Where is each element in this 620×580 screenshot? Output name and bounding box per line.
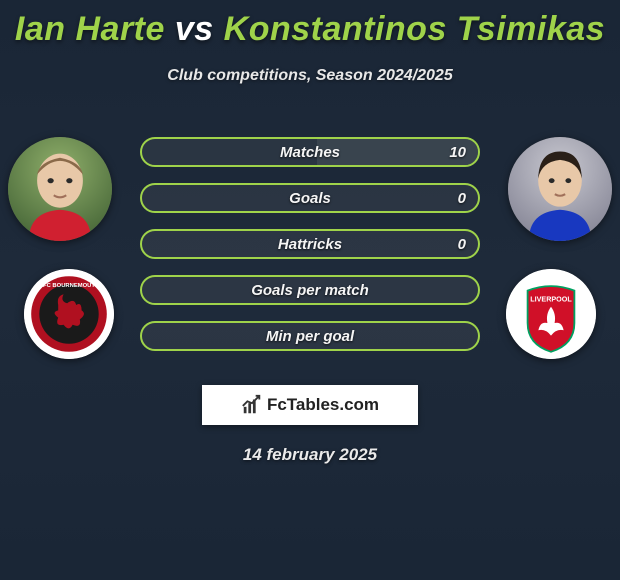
branding-badge: FcTables.com bbox=[202, 385, 418, 425]
player1-club-badge: AFC BOURNEMOUTH bbox=[24, 269, 114, 359]
stat-value-right: 0 bbox=[458, 231, 466, 257]
stat-bar: Goals0 bbox=[140, 183, 480, 213]
subtitle: Club competitions, Season 2024/2025 bbox=[0, 67, 620, 85]
comparison-content: AFC BOURNEMOUTH LIVERPOOL Matches10 Goals… bbox=[0, 117, 620, 377]
player2-avatar bbox=[508, 137, 612, 241]
stat-value-right: 10 bbox=[449, 139, 466, 165]
svg-text:LIVERPOOL: LIVERPOOL bbox=[530, 294, 572, 303]
stat-label: Goals bbox=[142, 185, 478, 211]
player1-avatar bbox=[8, 137, 112, 241]
player2-name: Konstantinos Tsimikas bbox=[224, 10, 605, 48]
stat-bar: Min per goal bbox=[140, 321, 480, 351]
stat-bar: Matches10 bbox=[140, 137, 480, 167]
stat-label: Hattricks bbox=[142, 231, 478, 257]
svg-text:AFC BOURNEMOUTH: AFC BOURNEMOUTH bbox=[39, 283, 99, 289]
stat-label: Min per goal bbox=[142, 323, 478, 349]
stat-label: Matches bbox=[142, 139, 478, 165]
stat-label: Goals per match bbox=[142, 277, 478, 303]
chart-icon bbox=[241, 394, 263, 416]
snapshot-date: 14 february 2025 bbox=[0, 445, 620, 465]
stat-bars: Matches10Goals0Hattricks0Goals per match… bbox=[140, 137, 480, 367]
vs-text: vs bbox=[175, 10, 214, 48]
stat-bar: Hattricks0 bbox=[140, 229, 480, 259]
player1-name: Ian Harte bbox=[15, 10, 165, 48]
comparison-title: Ian Harte vs Konstantinos Tsimikas bbox=[0, 0, 620, 49]
stat-value-right: 0 bbox=[458, 185, 466, 211]
stat-bar: Goals per match bbox=[140, 275, 480, 305]
branding-text: FcTables.com bbox=[267, 395, 379, 415]
player2-club-badge: LIVERPOOL bbox=[506, 269, 596, 359]
